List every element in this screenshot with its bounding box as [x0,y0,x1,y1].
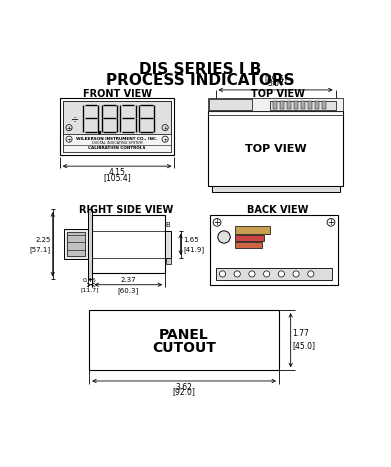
Text: PROCESS INDICATORS: PROCESS INDICATORS [106,73,295,88]
Bar [88,209,91,279]
Text: DIS SERIES I B: DIS SERIES I B [139,62,262,77]
Bar [315,101,319,109]
Text: [41.9]: [41.9] [183,246,204,253]
Bar [235,226,270,234]
Text: TOP VIEW: TOP VIEW [245,144,307,154]
Text: [11.7]: [11.7] [80,287,99,292]
Text: ÷: ÷ [71,114,79,124]
Bar [89,310,279,370]
Circle shape [219,271,226,277]
Text: [92.0]: [92.0] [173,387,196,396]
Text: BACK VIEW: BACK VIEW [247,205,308,215]
Bar [235,242,262,248]
Bar [212,186,339,192]
Text: TOP VIEW: TOP VIEW [251,89,305,99]
Text: +: + [213,218,221,227]
Text: CUTOUT: CUTOUT [152,341,216,355]
Text: [45.0]: [45.0] [292,341,315,350]
Text: 2.25: 2.25 [35,237,50,243]
Bar [63,101,171,134]
Bar [166,258,170,264]
Bar [308,101,312,109]
Circle shape [308,271,314,277]
Circle shape [264,271,270,277]
Bar [270,101,335,110]
Text: [60.3]: [60.3] [118,287,139,294]
Bar [301,101,305,109]
Circle shape [218,231,230,243]
Circle shape [234,271,240,277]
Bar [91,215,165,273]
Text: +: + [328,218,334,227]
Text: 1.77: 1.77 [292,329,309,338]
Text: WILKERSON INSTRUMENT CO., INC.: WILKERSON INSTRUMENT CO., INC. [76,137,158,141]
Text: [57.1]: [57.1] [29,246,50,253]
Bar [67,232,85,256]
Text: 3.57: 3.57 [267,78,284,88]
Bar [208,98,343,112]
Text: 1.65: 1.65 [183,237,199,243]
Bar [60,98,174,156]
Bar [273,101,277,109]
Bar [322,101,326,109]
Bar [208,112,343,186]
Text: PANEL: PANEL [159,328,209,342]
Bar [165,231,171,258]
Bar [280,101,284,109]
Bar [294,101,298,109]
Circle shape [278,271,285,277]
Text: [89.6]: [89.6] [264,74,287,83]
Text: DIGITAL INDICATING SYSTEM: DIGITAL INDICATING SYSTEM [92,141,142,145]
Bar [63,134,171,152]
Circle shape [293,271,299,277]
Text: B: B [166,222,170,228]
Text: 0.46: 0.46 [83,278,97,283]
Bar [65,228,88,259]
Text: RIGHT SIDE VIEW: RIGHT SIDE VIEW [79,205,174,215]
Bar [209,99,252,110]
Bar [287,101,291,109]
Bar [63,101,171,152]
Bar [216,268,332,280]
Circle shape [249,271,255,277]
Text: 2.37: 2.37 [120,277,136,283]
Text: FRONT VIEW: FRONT VIEW [83,89,152,99]
Text: 3.62: 3.62 [176,382,192,391]
Text: CALIBRATION CONTROLS: CALIBRATION CONTROLS [88,146,146,150]
Text: [105.4]: [105.4] [103,173,131,182]
Bar [235,235,264,241]
Text: 4.15: 4.15 [109,169,126,177]
Bar [210,215,338,285]
